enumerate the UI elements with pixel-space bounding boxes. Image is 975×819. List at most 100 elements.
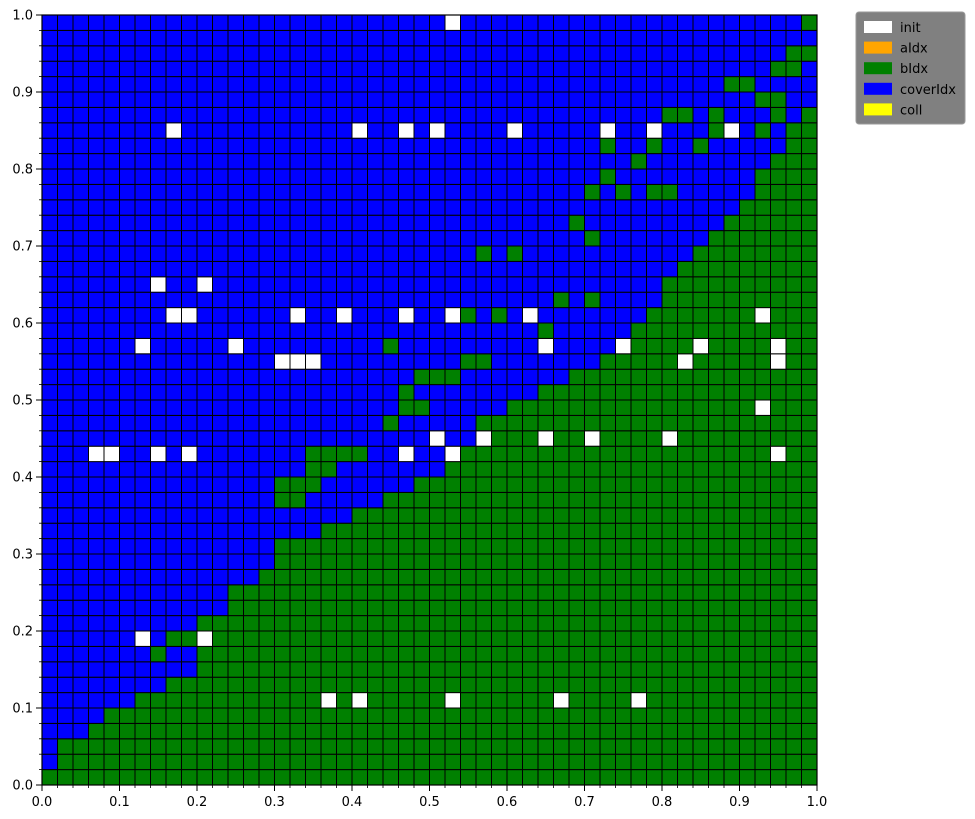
- cell-init: [134, 337, 151, 355]
- cell-coverIdx: [88, 568, 105, 586]
- cell-coverIdx: [444, 384, 461, 401]
- cell-bIdx: [615, 707, 632, 724]
- cell-coverIdx: [599, 91, 616, 108]
- cell-bIdx: [661, 568, 678, 586]
- cell-bIdx: [475, 476, 492, 493]
- cell-coverIdx: [367, 476, 384, 493]
- cell-coverIdx: [227, 476, 244, 493]
- cell-bIdx: [568, 522, 585, 540]
- cell-bIdx: [305, 615, 322, 632]
- cell-coverIdx: [537, 91, 554, 108]
- cell-coverIdx: [398, 368, 415, 386]
- cell-bIdx: [692, 307, 709, 324]
- cell-bIdx: [661, 707, 678, 724]
- cell-coverIdx: [739, 153, 756, 170]
- cell-coverIdx: [212, 430, 229, 447]
- cell-coverIdx: [165, 276, 182, 293]
- cell-init: [444, 445, 461, 463]
- cell-bIdx: [398, 738, 415, 755]
- cell-bIdx: [398, 507, 415, 524]
- cell-coverIdx: [41, 353, 58, 370]
- cell-coverIdx: [181, 584, 198, 601]
- cell-coverIdx: [785, 91, 802, 108]
- cell-coverIdx: [320, 91, 337, 108]
- cell-bIdx: [661, 661, 678, 678]
- cell-bIdx: [398, 584, 415, 601]
- cell-bIdx: [599, 722, 616, 740]
- cell-bIdx: [677, 476, 694, 493]
- cell-coverIdx: [398, 199, 415, 216]
- cell-coverIdx: [336, 14, 353, 31]
- cell-coverIdx: [398, 14, 415, 31]
- cell-bIdx: [568, 645, 585, 663]
- cell-bIdx: [320, 769, 337, 786]
- cell-bIdx: [723, 692, 740, 709]
- cell-bIdx: [134, 692, 151, 709]
- cell-bIdx: [537, 522, 554, 540]
- cell-bIdx: [382, 707, 399, 724]
- cell-bIdx: [568, 430, 585, 447]
- cell-coverIdx: [212, 168, 229, 185]
- cell-coverIdx: [181, 461, 198, 478]
- cell-bIdx: [646, 645, 663, 663]
- cell-bIdx: [630, 553, 647, 570]
- cell-bIdx: [398, 707, 415, 724]
- cell-coverIdx: [165, 661, 182, 678]
- cell-coverIdx: [41, 491, 58, 509]
- cell-bIdx: [150, 645, 167, 663]
- cell-bIdx: [801, 553, 818, 570]
- cell-coverIdx: [320, 168, 337, 185]
- cell-coverIdx: [243, 276, 260, 293]
- cell-bIdx: [537, 645, 554, 663]
- cell-coverIdx: [258, 29, 275, 47]
- cell-coverIdx: [429, 445, 446, 463]
- cell-coverIdx: [134, 153, 151, 170]
- cell-bIdx: [708, 430, 725, 447]
- cell-bIdx: [754, 615, 771, 632]
- cell-coverIdx: [305, 199, 322, 216]
- cell-coverIdx: [165, 260, 182, 278]
- cell-bIdx: [646, 738, 663, 755]
- cell-coverIdx: [599, 14, 616, 31]
- x-tick-label: 0.8: [652, 795, 673, 810]
- x-tick-label: 0.3: [264, 795, 285, 810]
- cell-coverIdx: [460, 14, 477, 31]
- cell-bIdx: [801, 183, 818, 201]
- cell-coverIdx: [522, 199, 539, 216]
- cell-bIdx: [491, 753, 508, 771]
- cell-coverIdx: [460, 245, 477, 262]
- cell-coverIdx: [630, 14, 647, 31]
- cell-coverIdx: [289, 153, 306, 170]
- cell-coverIdx: [88, 584, 105, 601]
- cell-coverIdx: [475, 137, 492, 155]
- cell-coverIdx: [274, 260, 291, 278]
- cell-coverIdx: [491, 368, 508, 386]
- cell-coverIdx: [274, 153, 291, 170]
- cell-bIdx: [661, 507, 678, 524]
- cell-bIdx: [88, 753, 105, 771]
- cell-coverIdx: [692, 199, 709, 216]
- cell-coverIdx: [258, 430, 275, 447]
- cell-bIdx: [165, 676, 182, 694]
- cell-bIdx: [754, 245, 771, 262]
- cell-bIdx: [289, 645, 306, 663]
- cell-bIdx: [506, 491, 523, 509]
- cell-coverIdx: [677, 199, 694, 216]
- cell-bIdx: [615, 769, 632, 786]
- cell-bIdx: [227, 599, 244, 617]
- cell-coverIdx: [134, 168, 151, 185]
- cell-bIdx: [305, 645, 322, 663]
- cell-bIdx: [537, 722, 554, 740]
- cell-bIdx: [429, 599, 446, 617]
- cell-coverIdx: [119, 445, 136, 463]
- cell-bIdx: [739, 692, 756, 709]
- cell-bIdx: [770, 476, 787, 493]
- cell-coverIdx: [57, 645, 74, 663]
- cell-coverIdx: [134, 522, 151, 540]
- cell-coverIdx: [568, 199, 585, 216]
- cell-bIdx: [692, 399, 709, 416]
- cell-coverIdx: [398, 430, 415, 447]
- cell-coverIdx: [289, 368, 306, 386]
- cell-bIdx: [568, 753, 585, 771]
- cell-bIdx: [770, 522, 787, 540]
